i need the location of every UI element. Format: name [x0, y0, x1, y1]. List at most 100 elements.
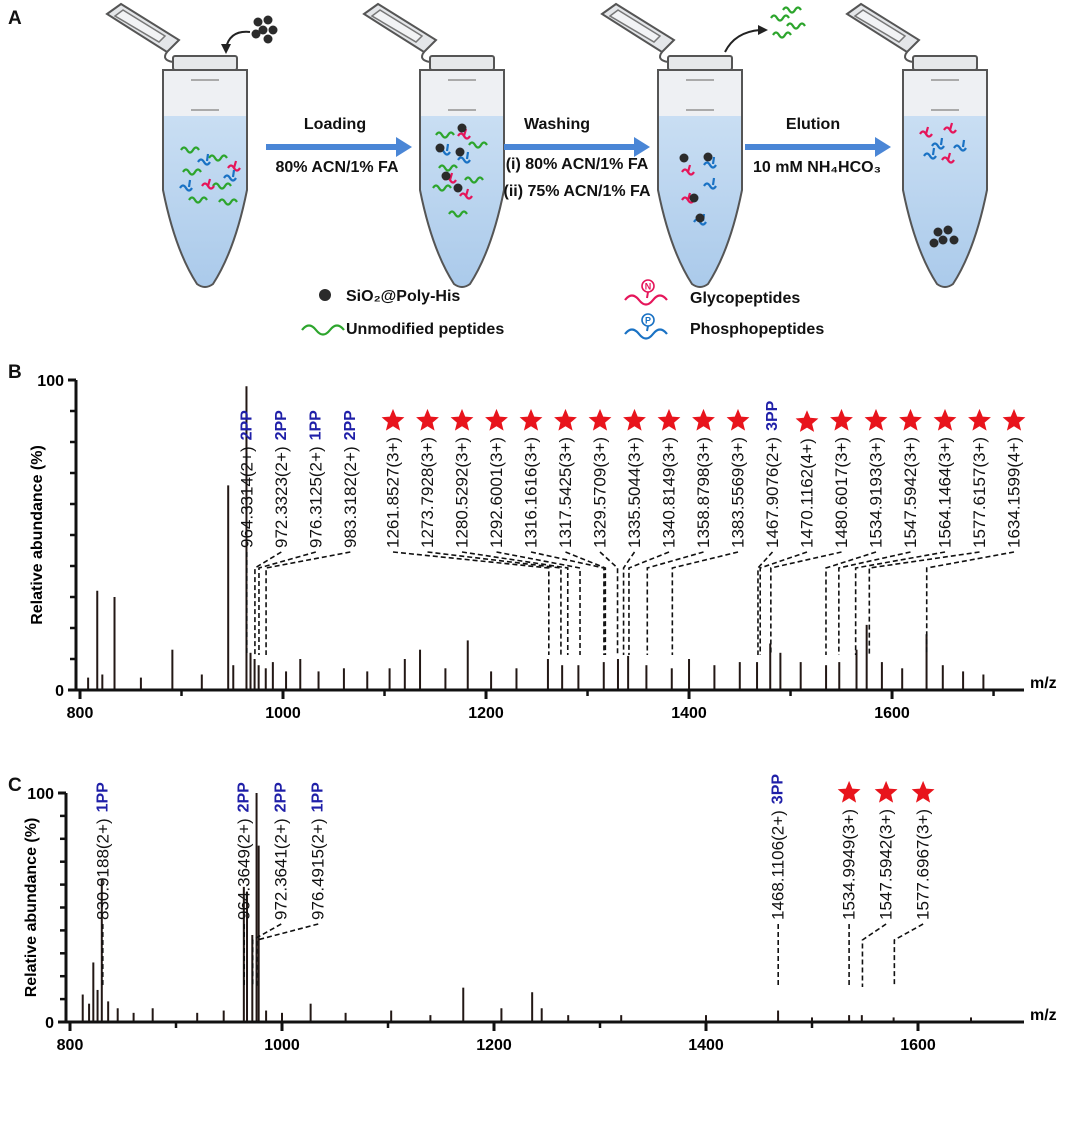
glycopeptide-star — [874, 780, 898, 803]
bead-cluster — [251, 15, 278, 44]
arrow-head — [875, 137, 891, 157]
annotation-leader — [671, 551, 739, 655]
glycopeptide-star — [968, 408, 991, 431]
bead — [929, 238, 939, 248]
annotation-leader — [256, 923, 319, 987]
annotation-leader — [759, 551, 808, 655]
bead — [943, 225, 953, 235]
annotation-label: 1292.6001(3+) — [487, 437, 506, 548]
glycopeptide-star — [554, 408, 577, 431]
annotation-label: 1564.1464(3+) — [936, 437, 955, 548]
legend: SiO₂@Poly-His Unmodified peptides N Glyc… — [301, 279, 824, 340]
bead — [949, 235, 959, 245]
glycopeptide-star — [899, 408, 922, 431]
annotation-leader — [258, 551, 317, 655]
bead — [263, 34, 273, 44]
annotation-label: 1467.9076(2+) — [763, 437, 782, 548]
annotation-leader — [251, 923, 282, 987]
legend-icon-letter: N — [645, 282, 652, 292]
annotation-tag: 1PP — [310, 782, 327, 813]
legend-glyco-stem — [646, 291, 649, 299]
legend-bead — [319, 289, 331, 301]
annotation-leader — [868, 551, 980, 655]
annotation-leader — [770, 551, 842, 655]
x-tick-label: 1200 — [476, 1037, 512, 1054]
bead — [253, 17, 263, 27]
glycopeptide-star — [657, 408, 681, 431]
annotation-tag: 3PP — [770, 774, 787, 805]
bead — [679, 153, 689, 163]
annotation-label: 983.3182(2+) — [341, 446, 360, 548]
step-name: Loading — [304, 116, 366, 133]
step-condition: (ii) 75% ACN/1% FA — [504, 183, 651, 200]
x-tick-label: 1000 — [264, 1037, 300, 1054]
annotation-leader — [599, 551, 619, 655]
bead — [435, 143, 445, 153]
tube-3-contents — [679, 6, 807, 226]
annotation-leader — [392, 551, 550, 655]
annotation-label: 1358.8798(3+) — [694, 437, 713, 548]
annotation-label: 1317.5425(3+) — [556, 437, 575, 548]
peptide — [785, 22, 807, 30]
glycopeptide-star — [416, 408, 439, 431]
legend-icon-letter: P — [645, 316, 651, 326]
x-tick-label: 800 — [67, 705, 94, 722]
x-tick-label: 1400 — [688, 1037, 724, 1054]
annotation-tag: 2PP — [236, 782, 253, 813]
y-axis-title: Relative abundance (%) — [29, 445, 46, 625]
bead — [268, 25, 278, 35]
annotation-label: 1577.6157(3+) — [970, 437, 989, 548]
annotation-tag: 1PP — [94, 782, 111, 813]
glycopeptide-star — [485, 408, 508, 431]
x-tick-label: 1400 — [671, 705, 707, 722]
annotation-label: 972.3323(2+) — [272, 446, 291, 548]
annotation-label: 1470.1162(4+) — [798, 438, 817, 548]
y-tick-label: 0 — [45, 1015, 54, 1032]
annotation-tag: 2PP — [238, 410, 255, 441]
legend-glyco-badge — [641, 279, 655, 293]
step-condition: (i) 80% ACN/1% FA — [506, 156, 649, 173]
peptide — [769, 14, 791, 22]
annotation-label: 1547.5942(3+) — [877, 809, 896, 920]
y-tick-label: 100 — [27, 786, 54, 803]
annotation-leader — [628, 551, 670, 655]
annotation-label: 1577.6967(3+) — [914, 809, 933, 920]
annotation-label: 1634.1599(4+) — [1005, 437, 1024, 548]
x-tick-label: 1600 — [900, 1037, 936, 1054]
legend-phospho-badge — [641, 313, 655, 327]
wash-arrow-head — [758, 25, 768, 35]
annotation-label: 1273.7928(3+) — [418, 437, 437, 548]
wash-arrow — [724, 29, 761, 53]
annotation-label: 1340.8149(3+) — [660, 437, 679, 548]
annotation-leader — [265, 551, 351, 655]
annotation-label: 1316.1616(3+) — [522, 437, 541, 548]
annotation-leader — [925, 551, 1015, 655]
x-tick-label: 800 — [57, 1037, 84, 1054]
annotation-leader — [254, 551, 282, 655]
annotation-tag: 1PP — [307, 410, 324, 441]
annotation-leader — [427, 551, 562, 655]
bead — [703, 152, 713, 162]
panel-label: A — [8, 8, 22, 29]
glycopeptide-star — [1002, 408, 1026, 431]
bead — [457, 123, 467, 133]
annotation-tag: 2PP — [273, 410, 290, 441]
annotation-leader — [893, 923, 924, 987]
annotation-leader — [496, 551, 581, 655]
spectrum-panel: B 0 100 800 1000 1200 1400 1600 Relative abundan… — [8, 362, 1057, 722]
bead — [695, 213, 705, 223]
legend-unmodified — [301, 324, 345, 336]
y-tick-label: 100 — [37, 373, 64, 390]
annotation-leader — [825, 551, 877, 655]
bead — [441, 171, 451, 181]
arrow-shaft — [266, 144, 398, 150]
glycopeptide-star — [864, 408, 888, 431]
legend-label: Glycopeptides — [690, 290, 800, 307]
glycopeptide-star — [933, 408, 957, 431]
glycopeptide-star — [450, 408, 474, 431]
bead — [938, 235, 948, 245]
annotation-label: 1329.5709(3+) — [591, 437, 610, 548]
add-arrow-head — [221, 44, 231, 54]
